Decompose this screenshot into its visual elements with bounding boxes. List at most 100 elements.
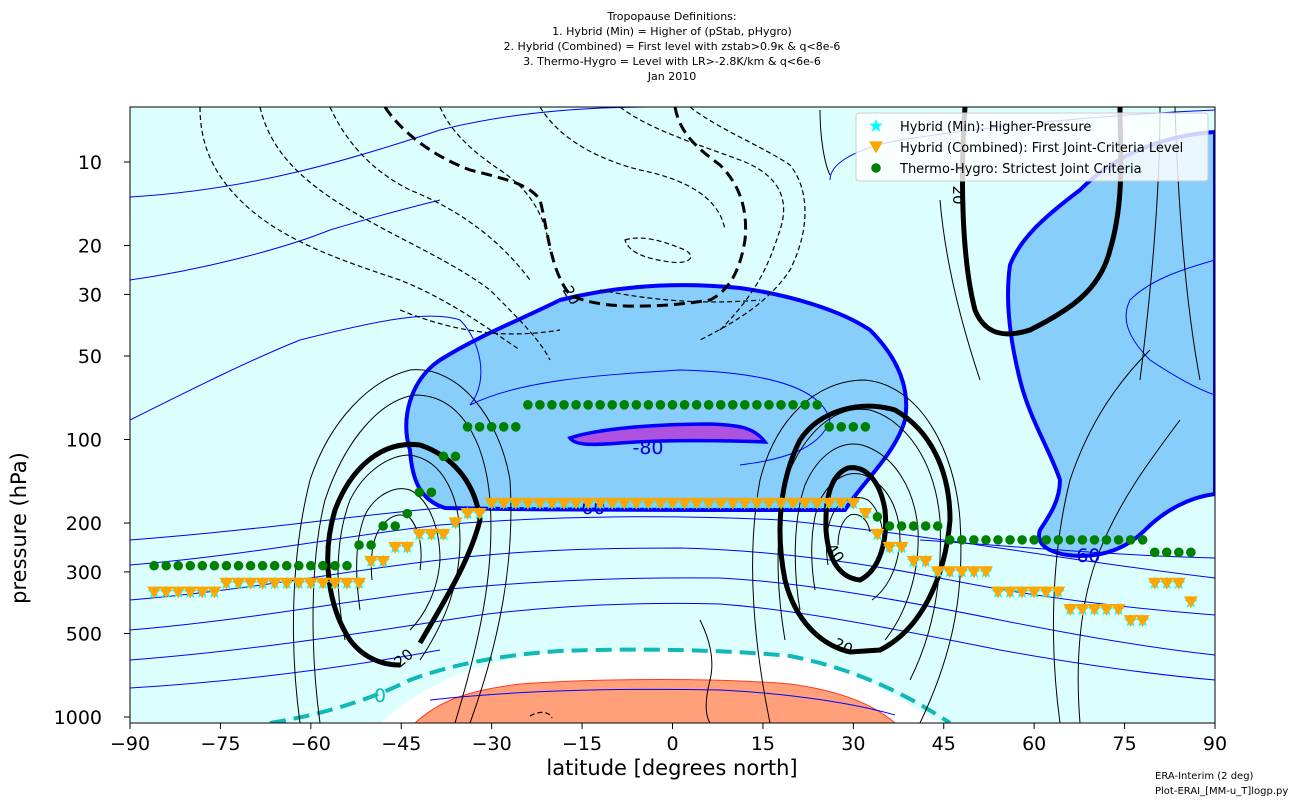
marker-thermo-hygro: [776, 400, 786, 410]
marker-thermo-hygro: [703, 400, 714, 410]
marker-thermo-hygro: [872, 512, 883, 522]
title-line-2: 1. Hybrid (Min) = Higher of (pStab, pHyg…: [552, 25, 792, 38]
marker-thermo-hygro: [1005, 535, 1015, 545]
marker-thermo-hygro: [752, 400, 762, 410]
thick-wind-contour-north-inner: [823, 465, 889, 583]
marker-hybrid-combined: [520, 497, 535, 510]
marker-thermo-hygro: [595, 400, 605, 410]
zero-isotherm: [269, 647, 952, 723]
marker-thermo-hygro: [523, 400, 533, 410]
marker-thermo-hygro: [607, 400, 618, 410]
marker-thermo-hygro: [342, 560, 352, 571]
legend-markers: [869, 119, 883, 173]
marker-thermo-hygro: [908, 521, 919, 531]
marker-hybrid-combined: [231, 577, 246, 590]
marker-hybrid-combined: [340, 577, 354, 590]
marker-thermo-hygro: [957, 535, 967, 545]
marker-thermo-hygro: [209, 560, 220, 571]
marker-hybrid-combined: [496, 497, 511, 510]
marker-hybrid-combined: [653, 497, 668, 510]
x-tick-label: 45: [932, 733, 956, 755]
y-tick-label: 50: [78, 346, 102, 368]
marker-thermo-hygro: [1017, 535, 1027, 545]
marker-thermo-hygro: [812, 400, 822, 410]
marker-hybrid-combined: [303, 577, 318, 590]
marker-thermo-hygro: [510, 422, 521, 432]
marker-hybrid-combined: [352, 577, 367, 590]
cold-fill-tropics: [404, 283, 909, 513]
coldest-fill: [567, 422, 769, 447]
marker-thermo-hygro: [293, 560, 304, 571]
marker-hybrid-combined: [954, 566, 969, 579]
marker-thermo-hygro: [1113, 535, 1124, 545]
marker-thermo-hygro: [944, 535, 955, 545]
legend-box: [855, 112, 1209, 182]
marker-hybrid-combined: [243, 577, 258, 590]
marker-thermo-hygro: [1041, 535, 1052, 545]
marker-hybrid-combined: [484, 497, 499, 510]
marker-hybrid-combined: [532, 497, 547, 510]
x-axis-label: latitude [degrees north]: [546, 756, 797, 780]
marker-thermo-hygro: [245, 560, 256, 571]
marker-hybrid-combined: [1027, 586, 1042, 599]
marker-hybrid-combined: [749, 497, 764, 510]
contour-label-minus80: -80: [632, 437, 663, 459]
thick-wind-contour-arctic: [959, 107, 1124, 337]
marker-hybrid-combined: [159, 586, 174, 599]
legend-label-hybrid-min: Hybrid (Min): Higher-Pressure: [900, 120, 1091, 135]
marker-thermo-hygro: [993, 535, 1003, 545]
thick-easterly-contour: [383, 107, 748, 308]
title-line-5: Jan 2010: [647, 70, 696, 83]
marker-hybrid-combined: [725, 497, 740, 510]
marker-thermo-hygro: [1065, 535, 1076, 545]
marker-hybrid-combined: [557, 497, 571, 510]
marker-hybrid-combined: [605, 497, 620, 510]
legend: Hybrid (Min): Higher-Pressure Hybrid (Co…: [855, 112, 1209, 182]
contour-label-zero: 0: [374, 685, 386, 707]
marker-thermo-hygro: [1186, 547, 1196, 558]
warm-fill-region-orange: [414, 679, 896, 723]
marker-hybrid-combined: [195, 586, 210, 599]
marker-hybrid-combined: [834, 497, 849, 510]
marker-thermo-hygro: [257, 560, 268, 571]
marker-hybrid-combined: [207, 586, 222, 599]
marker-hybrid-combined: [629, 497, 644, 510]
x-tick-label: 15: [751, 733, 775, 755]
marker-thermo-hygro: [800, 400, 810, 410]
marker-hybrid-combined: [1063, 603, 1078, 616]
marker-thermo-hygro: [836, 422, 847, 432]
thick-wind-contour-south: [325, 441, 483, 668]
thick-wind-contour-north: [777, 403, 953, 655]
marker-hybrid-combined: [1183, 596, 1198, 609]
marker-thermo-hygro: [221, 560, 232, 571]
marker-thermo-hygro: [619, 400, 630, 410]
marker-hybrid-combined: [966, 566, 981, 579]
temperature-contours: [130, 107, 1215, 716]
marker-hybrid-combined: [219, 577, 234, 590]
marker-hybrid-combined: [171, 586, 186, 599]
y-tick-label: 10: [78, 152, 102, 174]
marker-thermo-hygro: [884, 521, 895, 531]
marker-thermo-hygro: [535, 400, 545, 410]
marker-hybrid-combined: [737, 497, 752, 510]
marker-hybrid-combined: [1051, 586, 1066, 599]
marker-hybrid-combined: [786, 497, 801, 510]
marker-thermo-hygro: [306, 560, 316, 571]
legend-marker-1: [869, 119, 883, 132]
marker-thermo-hygro: [848, 422, 859, 432]
marker-thermo-hygro: [932, 521, 943, 531]
marker-hybrid-combined: [279, 577, 294, 590]
marker-thermo-hygro: [679, 400, 690, 410]
marker-hybrid-combined: [267, 577, 282, 590]
marker-thermo-hygro: [740, 400, 750, 410]
marker-thermo-hygro: [462, 422, 473, 432]
marker-thermo-hygro: [1053, 535, 1064, 545]
marker-hybrid-combined: [255, 577, 270, 590]
marker-thermo-hygro: [438, 451, 449, 462]
marker-hybrid-combined: [327, 577, 342, 590]
marker-hybrid-combined: [858, 508, 873, 520]
marker-hybrid-combined: [1111, 603, 1126, 616]
x-tick-label: −45: [381, 733, 421, 755]
x-tick-label: 75: [1112, 733, 1136, 755]
marker-hybrid-combined: [882, 541, 897, 554]
